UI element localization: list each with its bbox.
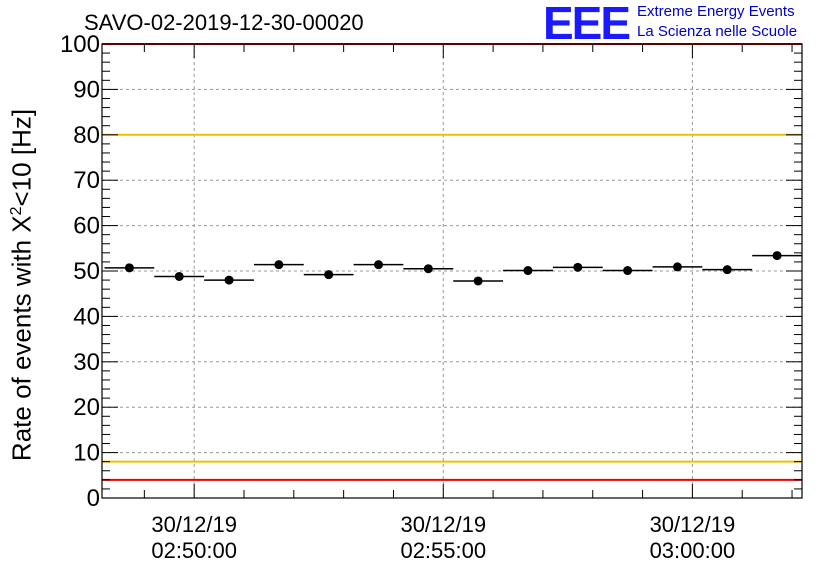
y-tick-label: 40 bbox=[73, 303, 100, 330]
y-tick-label: 80 bbox=[73, 122, 100, 149]
data-point bbox=[274, 260, 284, 270]
data-point bbox=[623, 266, 633, 276]
x-tick-time: 03:00:00 bbox=[650, 538, 736, 563]
data-point bbox=[722, 265, 732, 275]
data-point bbox=[672, 262, 682, 272]
y-tick-label: 50 bbox=[73, 258, 100, 285]
chart-title: SAVO-02-2019-12-30-00020 bbox=[84, 10, 364, 35]
data-point bbox=[573, 262, 583, 272]
y-tick-label: 70 bbox=[73, 167, 100, 194]
y-tick-label: 0 bbox=[87, 485, 100, 512]
x-tick-date: 30/12/19 bbox=[650, 512, 736, 537]
data-point bbox=[324, 270, 334, 280]
data-point bbox=[523, 266, 533, 276]
y-tick-label: 90 bbox=[73, 76, 100, 103]
y-tick-label: 100 bbox=[60, 31, 100, 58]
data-point bbox=[224, 275, 234, 285]
x-tick-time: 02:50:00 bbox=[151, 538, 237, 563]
data-point bbox=[124, 263, 134, 273]
y-tick-label: 60 bbox=[73, 213, 100, 240]
data-point bbox=[423, 264, 433, 274]
data-point bbox=[473, 276, 483, 286]
x-tick-date: 30/12/19 bbox=[151, 512, 237, 537]
y-tick-label: 30 bbox=[73, 349, 100, 376]
data-point bbox=[374, 260, 384, 270]
x-tick-date: 30/12/19 bbox=[400, 512, 486, 537]
data-point bbox=[174, 271, 184, 281]
eee-logo: EEE bbox=[543, 0, 631, 49]
y-tick-label: 10 bbox=[73, 440, 100, 467]
x-tick-time: 02:55:00 bbox=[400, 538, 486, 563]
logo-subtitle-1: Extreme Energy Events bbox=[637, 3, 795, 20]
logo-subtitle-2: La Scienza nelle Scuole bbox=[637, 23, 798, 40]
y-tick-label: 20 bbox=[73, 394, 100, 421]
data-point bbox=[772, 251, 782, 261]
